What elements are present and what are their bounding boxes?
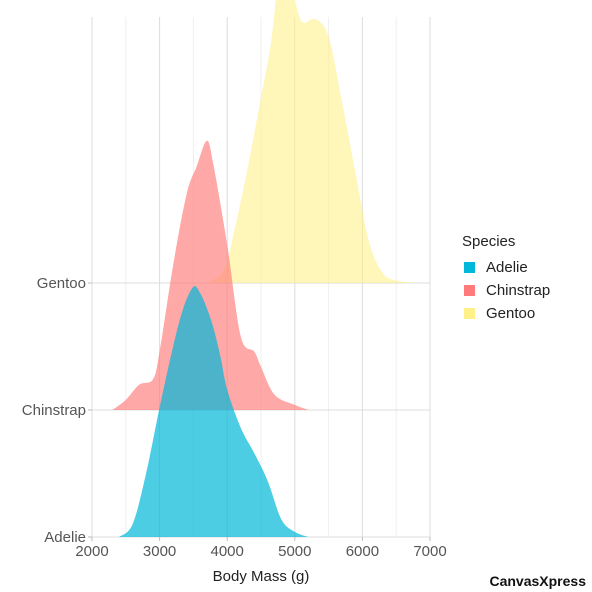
x-tick-label: 4000 (211, 543, 244, 560)
x-tick-label: 3000 (143, 543, 176, 560)
x-tick-label: 7000 (413, 543, 446, 560)
density-series (112, 0, 417, 537)
legend-items: Adelie Chinstrap Gentoo (464, 259, 550, 322)
legend-label-chinstrap: Chinstrap (486, 282, 550, 299)
legend-swatch-adelie (464, 262, 475, 273)
legend: Species Adelie Chinstrap Gentoo (462, 233, 550, 322)
x-tick-label: 5000 (278, 543, 311, 560)
legend-label-gentoo: Gentoo (486, 305, 535, 322)
density-area-chinstrap (112, 140, 309, 410)
canvasxpress-watermark: CanvasXpress (489, 573, 586, 589)
legend-swatch-gentoo (464, 308, 475, 319)
x-tick-label: 2000 (75, 543, 108, 560)
x-tick-label: 6000 (346, 543, 379, 560)
y-category-label: Gentoo (37, 275, 86, 292)
y-category-label: Chinstrap (22, 402, 86, 419)
density-area-gentoo (206, 0, 417, 283)
x-axis-title: Body Mass (g) (213, 568, 310, 585)
axes: 2000 3000 4000 5000 6000 7000 Adelie Chinstrap G… (22, 275, 447, 560)
legend-label-adelie: Adelie (486, 259, 528, 276)
density-area-adelie (119, 286, 309, 537)
y-category-label: Adelie (44, 529, 86, 546)
legend-title: Species (462, 233, 515, 250)
legend-swatch-chinstrap (464, 285, 475, 296)
